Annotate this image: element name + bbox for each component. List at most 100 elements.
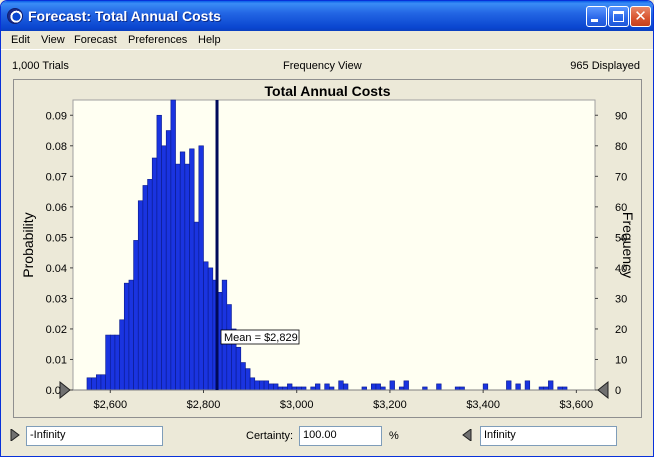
y-left-tick-label: 0.09 [46,110,67,122]
left-grabber-icon[interactable] [10,429,20,441]
histogram-bar [91,377,97,391]
y-right-tick-label: 80 [615,141,627,153]
close-button[interactable]: ✕ [630,6,651,27]
right-grabber-icon[interactable] [597,380,609,400]
histogram-bar [207,267,214,391]
histogram-bar [189,148,195,391]
y-right-tick-label: 30 [615,293,627,305]
histogram-bar [389,380,395,391]
histogram-bar [123,282,130,391]
y-left-tick-label: 0.06 [46,202,67,214]
minimize-button[interactable] [586,6,607,27]
x-tick-label: $2,800 [187,399,221,411]
y-right-axis-title: Frequency [620,212,636,278]
x-tick-label: $3,200 [373,399,407,411]
histogram-bar [254,380,260,391]
histogram-bar [226,304,232,391]
x-tick-label: $3,600 [560,399,594,411]
displayed-count: 965 Displayed [570,60,640,72]
certainty-input[interactable]: 100.00 [299,426,382,446]
lower-bound-input[interactable]: -Infinity [26,426,163,446]
y-right-tick-label: 50 [615,232,627,244]
trials-count: 1,000 Trials [12,60,69,72]
histogram-bar [109,334,116,391]
histogram-bar [343,383,349,391]
mean-label-box [220,329,300,345]
histogram-bar [324,383,330,391]
menu-edit[interactable]: Edit [11,34,30,46]
window-title: Forecast: Total Annual Costs [28,8,221,24]
y-right-tick-label: 10 [615,354,627,366]
histogram-bar [128,279,134,391]
left-grabber-icon[interactable] [59,380,71,400]
info-bar: 1,000 Trials Frequency View 965 Displaye… [1,50,653,80]
histogram-bar [268,383,274,391]
histogram-bar [375,383,381,391]
certainty-bar: -Infinity Certainty: 100.00 % Infinity [1,421,653,451]
maximize-button[interactable] [608,6,629,27]
maximize-icon [613,11,624,22]
chart-title: Total Annual Costs [264,83,391,99]
frequency-chart: 0.000.010.020.030.040.050.060.070.080.09… [20,99,636,411]
histogram-bar [86,377,92,391]
histogram-bar [179,151,186,391]
y-left-tick-label: 0.07 [46,171,67,183]
histogram-bar [524,380,531,391]
histogram-bar [287,383,293,391]
histogram-bar [100,374,106,391]
right-grabber-icon[interactable] [462,429,472,441]
mean-label: Mean = $2,829 [224,332,298,344]
histogram-bar [338,380,344,391]
upper-bound-input[interactable]: Infinity [480,426,617,446]
histogram-bar [105,334,111,391]
view-label: Frequency View [283,60,362,72]
histogram-bar [273,383,279,391]
histogram-bar [245,368,251,391]
histogram-bar [133,240,139,391]
histogram-bar [96,374,102,391]
certainty-label: Certainty: [246,430,294,442]
y-left-tick-label: 0.03 [46,293,67,305]
chart-panel: Total Annual Costs 0.00 0.01 0.02 0.03 0.04 0… [13,79,642,418]
y-right-tick-label: 90 [615,110,627,122]
menu-help[interactable]: Help [198,34,221,46]
title-bar[interactable]: Forecast: Total Annual Costs ✕ [1,1,653,31]
histogram-bar [151,157,158,391]
y-left-tick-label: 0.02 [46,324,67,336]
y-left-tick-label: 0.05 [46,232,67,244]
histogram-bar [175,163,181,391]
histogram-bar [147,179,153,391]
histogram-bar [370,383,377,391]
y-right-tick-label: 20 [615,324,627,336]
histogram-bar [114,334,120,391]
histogram-bar [506,380,512,391]
histogram-bar [161,145,167,391]
histogram-bar [203,261,209,391]
histogram-bar [515,383,521,391]
histogram-bar [235,346,242,391]
minimize-icon [591,19,598,22]
histogram-bar [482,383,489,391]
histogram-bar [165,130,172,391]
menu-preferences[interactable]: Preferences [128,34,188,46]
y-left-tick-label: 0.04 [46,263,67,275]
menu-view[interactable]: View [41,34,65,46]
app-icon[interactable] [7,8,23,24]
histogram-bar [403,380,409,391]
x-tick-label: $3,000 [280,399,314,411]
y-left-axis-title: Probability [20,212,36,277]
y-right-tick-label: 0 [615,385,621,397]
histogram-bar [156,114,162,391]
histogram-bar [193,221,200,391]
menu-forecast[interactable]: Forecast [74,34,117,46]
y-right-tick-label: 70 [615,171,627,183]
close-icon: ✕ [634,7,647,25]
y-right-tick-label: 40 [615,263,627,275]
histogram-bar [137,200,144,391]
histogram-bar [436,383,442,391]
x-tick-label: $2,600 [93,399,127,411]
histogram-bar [315,383,321,391]
histogram-bar [263,380,270,391]
histogram-bar [198,145,204,391]
